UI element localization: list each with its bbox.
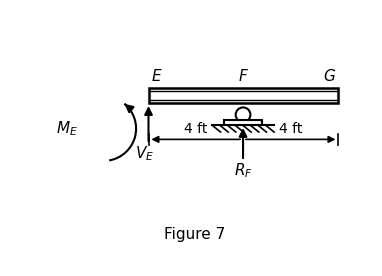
Circle shape	[236, 107, 251, 122]
Text: 4 ft: 4 ft	[184, 121, 207, 136]
Text: $G$: $G$	[323, 68, 336, 84]
Text: Figure 7: Figure 7	[164, 227, 226, 242]
Text: $F$: $F$	[238, 68, 249, 84]
Text: $M_E$: $M_E$	[55, 119, 77, 138]
Text: $R_F$: $R_F$	[234, 161, 253, 180]
Text: 4 ft: 4 ft	[279, 121, 303, 136]
Text: $V_E$: $V_E$	[135, 144, 154, 163]
Bar	[225, 120, 262, 125]
Text: $E$: $E$	[151, 68, 162, 84]
FancyBboxPatch shape	[149, 88, 338, 103]
